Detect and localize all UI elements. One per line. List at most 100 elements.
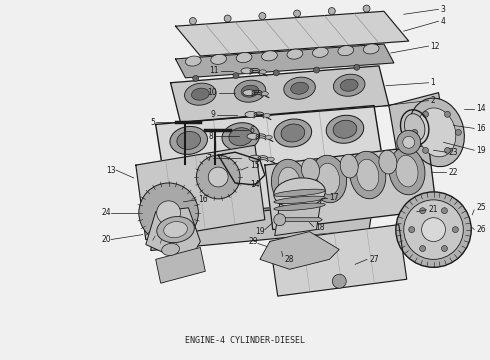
Ellipse shape xyxy=(234,80,266,102)
Ellipse shape xyxy=(278,167,300,199)
Text: 17: 17 xyxy=(329,193,339,202)
Circle shape xyxy=(422,111,429,117)
Polygon shape xyxy=(389,93,448,163)
Ellipse shape xyxy=(274,119,312,147)
Ellipse shape xyxy=(313,47,328,57)
Ellipse shape xyxy=(274,196,325,203)
Ellipse shape xyxy=(241,68,253,74)
Text: 16: 16 xyxy=(476,124,486,133)
Ellipse shape xyxy=(162,243,179,256)
Ellipse shape xyxy=(341,79,358,91)
Text: 28: 28 xyxy=(285,255,294,264)
Ellipse shape xyxy=(271,159,307,207)
Text: 5: 5 xyxy=(151,118,156,127)
Text: 22: 22 xyxy=(448,167,458,176)
Ellipse shape xyxy=(340,154,358,178)
Text: 14: 14 xyxy=(476,104,486,113)
Circle shape xyxy=(441,208,447,214)
Ellipse shape xyxy=(249,155,261,161)
Text: 7: 7 xyxy=(206,154,211,163)
Circle shape xyxy=(224,15,231,22)
Ellipse shape xyxy=(274,189,325,197)
Ellipse shape xyxy=(357,159,379,191)
Ellipse shape xyxy=(170,126,207,154)
Circle shape xyxy=(363,5,370,12)
Ellipse shape xyxy=(301,158,319,182)
Text: 19: 19 xyxy=(476,146,486,155)
Circle shape xyxy=(397,130,420,154)
Circle shape xyxy=(422,148,429,153)
Polygon shape xyxy=(156,105,389,219)
Ellipse shape xyxy=(326,115,364,143)
Circle shape xyxy=(354,64,360,70)
Polygon shape xyxy=(171,66,389,122)
Circle shape xyxy=(139,183,198,243)
Text: 25: 25 xyxy=(476,203,486,212)
Ellipse shape xyxy=(263,113,270,117)
Ellipse shape xyxy=(409,98,465,167)
FancyArrow shape xyxy=(280,218,322,222)
Text: 13: 13 xyxy=(106,166,116,175)
Ellipse shape xyxy=(262,51,277,61)
Text: 26: 26 xyxy=(476,225,486,234)
Circle shape xyxy=(273,70,279,76)
Ellipse shape xyxy=(268,157,274,161)
Circle shape xyxy=(412,129,417,135)
Ellipse shape xyxy=(291,82,309,94)
Ellipse shape xyxy=(185,83,216,105)
Text: 14: 14 xyxy=(250,180,260,189)
Circle shape xyxy=(328,8,335,14)
Polygon shape xyxy=(175,44,394,78)
Circle shape xyxy=(314,67,319,73)
Ellipse shape xyxy=(333,74,365,96)
Ellipse shape xyxy=(266,135,272,139)
Polygon shape xyxy=(265,145,437,230)
Circle shape xyxy=(274,214,286,226)
Polygon shape xyxy=(275,198,321,235)
Ellipse shape xyxy=(311,155,346,203)
Text: 20: 20 xyxy=(101,235,111,244)
Circle shape xyxy=(419,246,426,252)
Polygon shape xyxy=(156,247,205,283)
Ellipse shape xyxy=(363,44,379,54)
Text: 1: 1 xyxy=(431,78,435,87)
Ellipse shape xyxy=(241,85,259,97)
Ellipse shape xyxy=(389,147,425,195)
Circle shape xyxy=(233,73,239,78)
Circle shape xyxy=(444,148,450,153)
Text: 27: 27 xyxy=(369,255,379,264)
Ellipse shape xyxy=(396,155,418,187)
Polygon shape xyxy=(136,145,265,239)
Ellipse shape xyxy=(274,178,325,208)
Circle shape xyxy=(441,246,447,252)
Text: 2: 2 xyxy=(431,96,435,105)
Ellipse shape xyxy=(229,128,253,146)
Circle shape xyxy=(419,208,426,214)
Polygon shape xyxy=(260,231,339,269)
Text: 3: 3 xyxy=(441,5,445,14)
Text: 29: 29 xyxy=(248,237,258,246)
Ellipse shape xyxy=(259,70,267,74)
Ellipse shape xyxy=(287,49,303,59)
Ellipse shape xyxy=(281,124,305,142)
Circle shape xyxy=(157,201,180,225)
Circle shape xyxy=(259,13,266,19)
Ellipse shape xyxy=(192,88,209,100)
Text: 11: 11 xyxy=(210,66,219,75)
Circle shape xyxy=(455,129,461,135)
Polygon shape xyxy=(146,208,200,260)
Circle shape xyxy=(452,227,458,233)
Text: 16: 16 xyxy=(198,195,208,204)
Ellipse shape xyxy=(379,150,397,174)
Ellipse shape xyxy=(338,46,354,56)
Text: 6: 6 xyxy=(250,126,255,135)
Ellipse shape xyxy=(333,120,357,138)
Polygon shape xyxy=(151,198,374,251)
Text: 8: 8 xyxy=(209,132,213,141)
Circle shape xyxy=(403,136,415,148)
Ellipse shape xyxy=(274,203,325,211)
Circle shape xyxy=(294,10,300,17)
Text: 24: 24 xyxy=(101,208,111,217)
Text: 21: 21 xyxy=(429,205,438,214)
Text: 18: 18 xyxy=(316,223,325,232)
